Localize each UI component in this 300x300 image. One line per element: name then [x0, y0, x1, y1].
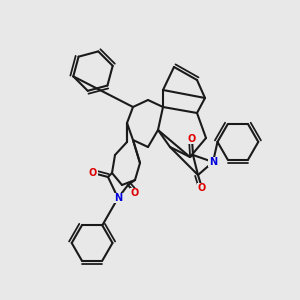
- Text: O: O: [198, 183, 206, 193]
- Text: O: O: [188, 134, 196, 144]
- Text: O: O: [89, 168, 97, 178]
- Text: O: O: [131, 188, 139, 198]
- Text: N: N: [209, 157, 217, 167]
- Text: N: N: [114, 193, 122, 203]
